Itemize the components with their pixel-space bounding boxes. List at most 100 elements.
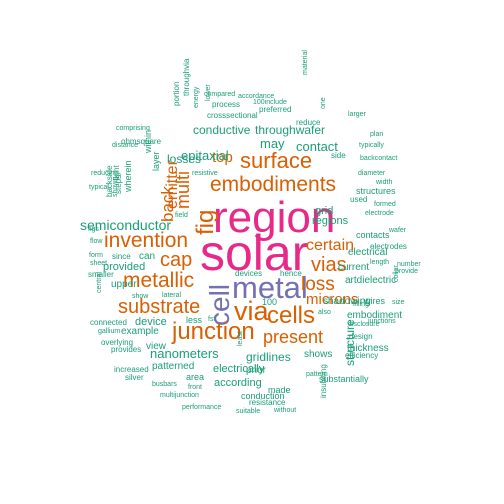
word: provides <box>111 345 142 354</box>
word: embodiment <box>347 310 403 321</box>
word: form <box>89 252 103 259</box>
word: busbars <box>152 381 177 388</box>
word: structures <box>356 186 396 196</box>
word: cap <box>160 249 193 271</box>
word: artdielectric <box>345 275 397 286</box>
word: length <box>370 259 390 266</box>
word: area <box>186 372 205 382</box>
word: resistive <box>192 170 218 177</box>
word: overlying <box>101 338 134 347</box>
word: surface <box>240 148 313 173</box>
word: contact <box>296 139 338 154</box>
word: emitter <box>164 160 181 209</box>
word: less <box>186 315 203 325</box>
word: device <box>135 316 167 328</box>
word: lateral <box>162 292 182 299</box>
word: certain <box>306 237 355 254</box>
word: regions <box>312 215 349 227</box>
word: electrode <box>365 210 394 217</box>
word: disclosure <box>348 321 380 328</box>
word: provide <box>395 268 418 275</box>
word: region <box>213 193 336 242</box>
word: current <box>338 262 370 273</box>
word: central <box>96 271 103 293</box>
word: substantially <box>319 374 369 384</box>
word: can <box>139 251 156 262</box>
word: width <box>376 179 393 186</box>
word: process <box>212 100 241 109</box>
word: filling <box>353 301 369 308</box>
word: contacts <box>356 230 390 240</box>
word: top <box>212 149 233 166</box>
word: backcontact <box>360 155 398 162</box>
word: wafer <box>389 227 407 234</box>
word: microns <box>306 291 359 308</box>
word: throughwafer <box>255 123 326 137</box>
word: devices <box>235 269 263 278</box>
word: shadowing <box>323 296 371 307</box>
word: conduction <box>241 391 285 401</box>
word: collar <box>393 265 400 282</box>
word: accordance <box>238 93 275 100</box>
word: preferred <box>259 105 292 114</box>
word: metallic <box>123 269 195 292</box>
word: suitable <box>236 408 261 415</box>
word: design <box>349 332 373 341</box>
word: nanometers <box>150 346 219 361</box>
word: increased <box>114 365 149 374</box>
word: ohmsquare <box>121 137 162 146</box>
word: size <box>392 299 405 306</box>
word: thickness <box>347 343 389 354</box>
word: crosssectional <box>207 111 258 120</box>
word: 100include <box>253 99 287 106</box>
word: flow <box>90 238 103 245</box>
word: may <box>260 136 285 151</box>
word: substrate <box>118 296 201 318</box>
word: metal <box>232 270 308 305</box>
word: since <box>112 252 131 261</box>
word: cells <box>267 302 316 329</box>
word: insulating <box>319 364 328 398</box>
word: pattern <box>306 371 328 378</box>
word: also <box>318 309 331 316</box>
word: show <box>132 293 149 300</box>
word: shows <box>304 349 333 360</box>
word: efficiency <box>345 351 379 360</box>
word: portion <box>172 81 181 106</box>
word: prior <box>246 365 267 376</box>
word: lower <box>205 84 212 101</box>
word: present <box>263 327 324 347</box>
word: loss <box>301 274 335 295</box>
word: embodiments <box>210 173 337 196</box>
word: gridlines <box>246 350 291 364</box>
word: front <box>188 384 203 391</box>
word: silver <box>125 373 144 382</box>
word: comprising <box>116 125 150 132</box>
word: solar <box>200 225 309 281</box>
word: number <box>397 261 421 268</box>
word: typical <box>89 184 109 191</box>
word: made <box>268 385 291 395</box>
word: view <box>146 341 167 352</box>
word: compared <box>204 91 236 98</box>
word: electrical <box>348 247 388 258</box>
word: electrically <box>213 363 265 375</box>
word: invention <box>104 229 189 252</box>
word: fig <box>192 209 219 235</box>
word: typically <box>359 142 384 149</box>
word: side <box>331 151 346 160</box>
word: semiconductor <box>80 217 172 233</box>
word: 100 <box>262 297 278 307</box>
word: plan <box>370 131 384 138</box>
word: epitaxial <box>181 148 229 163</box>
word: electrodes <box>370 242 407 251</box>
word: within <box>143 129 153 153</box>
word: without <box>274 407 297 414</box>
word: connected <box>90 318 127 327</box>
word: junctions <box>368 318 396 325</box>
word: least <box>237 331 244 346</box>
word: energy <box>193 86 200 108</box>
word: field <box>175 212 188 219</box>
word: material <box>302 50 309 75</box>
